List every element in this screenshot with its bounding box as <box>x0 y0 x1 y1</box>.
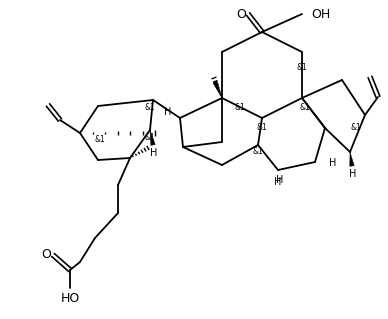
Text: &1: &1 <box>235 103 245 113</box>
Text: &1: &1 <box>95 136 106 145</box>
Polygon shape <box>150 130 155 145</box>
Text: &1: &1 <box>253 147 263 157</box>
Text: H: H <box>164 107 171 117</box>
Text: &1: &1 <box>300 103 310 113</box>
Text: OH: OH <box>311 8 330 20</box>
Text: HO: HO <box>61 292 80 305</box>
Polygon shape <box>213 81 222 98</box>
Text: &1: &1 <box>145 133 155 143</box>
Text: H: H <box>329 158 337 168</box>
Text: &1: &1 <box>296 63 307 72</box>
Polygon shape <box>350 152 354 166</box>
Text: O: O <box>41 249 51 262</box>
Text: &1: &1 <box>256 123 267 132</box>
Text: H: H <box>349 169 357 179</box>
Text: O: O <box>236 8 246 20</box>
Text: H: H <box>276 175 284 185</box>
Text: &1: &1 <box>351 123 361 132</box>
Text: H: H <box>150 148 158 158</box>
Text: &1: &1 <box>145 103 155 113</box>
Text: H: H <box>274 177 282 187</box>
